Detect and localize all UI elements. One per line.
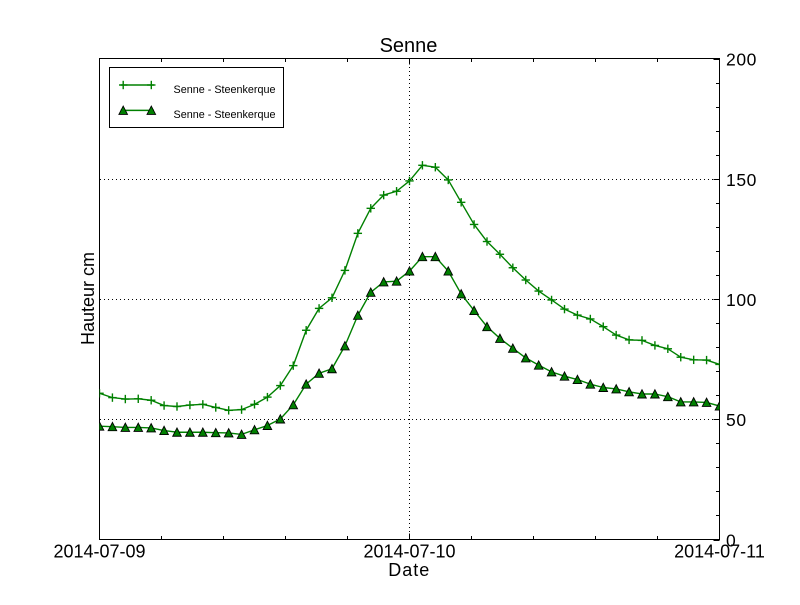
- svg-text:Date: Date: [388, 560, 430, 580]
- svg-text:Hauteur cm: Hauteur cm: [78, 252, 98, 345]
- svg-text:150: 150: [726, 170, 757, 190]
- svg-text:Senne - Steenkerque: Senne - Steenkerque: [174, 84, 276, 96]
- svg-text:2014-07-09: 2014-07-09: [53, 541, 145, 561]
- svg-text:2014-07-10: 2014-07-10: [363, 541, 455, 561]
- svg-text:Senne: Senne: [380, 35, 438, 57]
- svg-text:Senne - Steenkerque: Senne - Steenkerque: [174, 109, 276, 121]
- svg-text:50: 50: [726, 410, 747, 430]
- svg-text:200: 200: [726, 50, 757, 70]
- svg-text:2014-07-11: 2014-07-11: [674, 541, 765, 561]
- svg-text:0: 0: [726, 531, 736, 551]
- svg-text:100: 100: [726, 290, 757, 310]
